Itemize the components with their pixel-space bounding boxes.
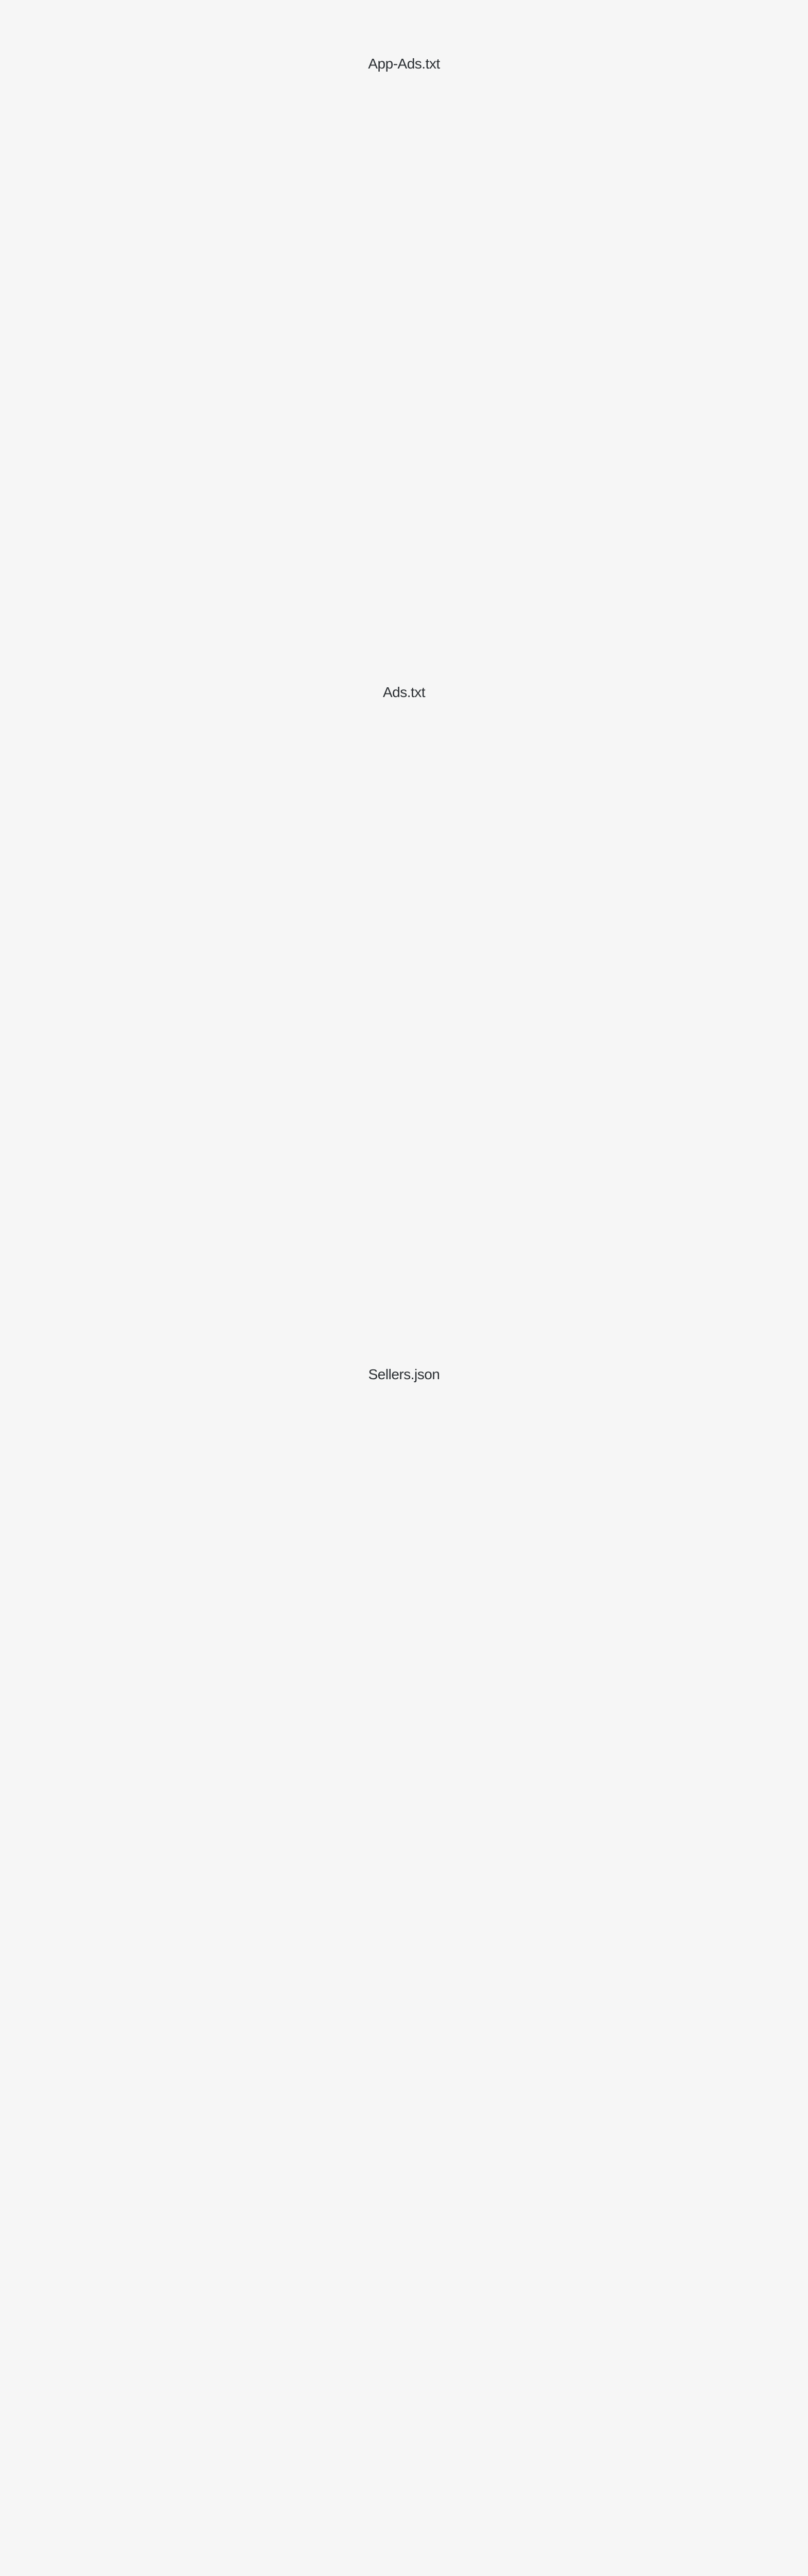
section-title-sellers: Sellers.json <box>368 1366 440 1382</box>
section-title-app-ads: App-Ads.txt <box>368 56 440 72</box>
section-title-ads: Ads.txt <box>382 684 426 700</box>
filter-bar <box>0 8 808 39</box>
